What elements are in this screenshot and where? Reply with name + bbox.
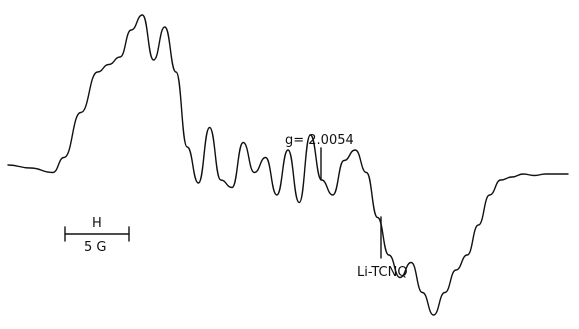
- g-value-label: g= 2.0054: [285, 133, 354, 148]
- spectrum-series-line: [7, 14, 569, 316]
- li-tcnq-label: Li-TCNQ: [357, 265, 408, 280]
- scale-bar-value-label: 5 G: [84, 240, 106, 255]
- scale-bar-field-label: H: [92, 216, 102, 231]
